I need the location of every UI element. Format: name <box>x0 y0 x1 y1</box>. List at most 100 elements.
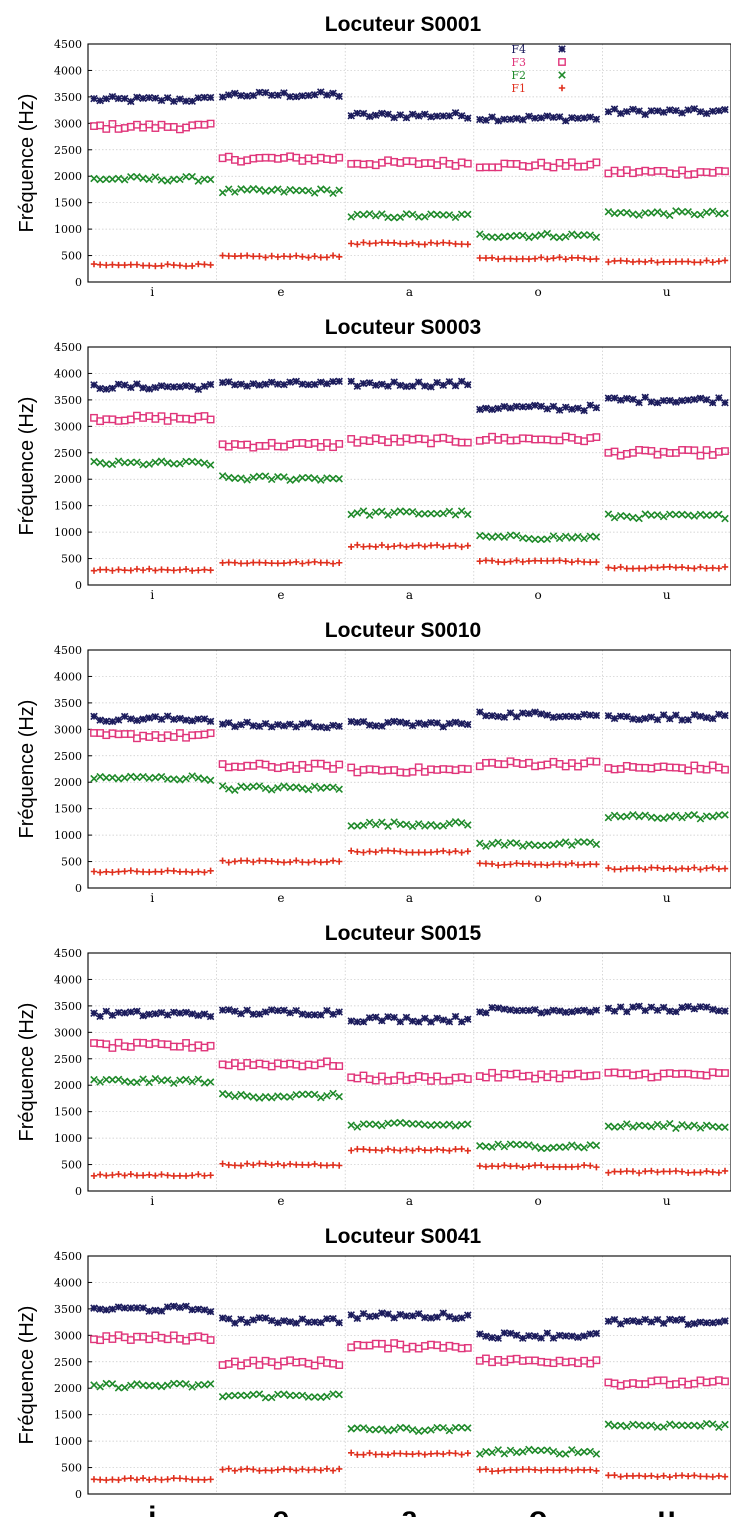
data-point <box>488 557 496 564</box>
x-tick-label: e <box>277 285 284 299</box>
data-point <box>365 112 374 121</box>
data-point <box>445 1312 454 1321</box>
data-point <box>231 1162 239 1169</box>
data-point <box>108 1305 117 1313</box>
data-point <box>433 1450 441 1457</box>
data-point <box>384 1310 392 1318</box>
data-point <box>206 1380 215 1388</box>
data-point <box>293 1161 300 1168</box>
y-tick-label: 0 <box>75 1185 82 1198</box>
data-point <box>188 772 196 780</box>
data-point <box>605 564 612 571</box>
data-point <box>188 262 196 270</box>
data-point <box>696 210 705 219</box>
data-point <box>237 1466 245 1473</box>
data-point <box>218 1392 227 1401</box>
data-point <box>678 1168 686 1175</box>
data-point <box>433 1423 441 1432</box>
data-point <box>518 842 527 850</box>
data-point <box>103 1172 110 1179</box>
data-point <box>452 1450 459 1457</box>
data-point <box>396 718 405 726</box>
data-point <box>555 406 564 414</box>
data-point <box>126 1042 135 1051</box>
data-point <box>476 230 484 238</box>
data-point <box>482 1466 490 1473</box>
data-point <box>512 114 521 123</box>
data-point <box>690 105 699 113</box>
data-point <box>463 1075 472 1083</box>
data-point <box>678 865 686 872</box>
data-point <box>537 861 545 868</box>
data-point <box>421 1451 429 1458</box>
data-point <box>457 210 466 219</box>
data-point <box>109 1476 116 1483</box>
data-point <box>280 188 288 196</box>
y-tick-label: 2000 <box>54 776 82 789</box>
data-point <box>255 722 264 731</box>
data-point <box>286 476 294 485</box>
panel-title: Locuteur S0041 <box>325 1225 482 1248</box>
x-tick-label: a <box>406 1194 413 1208</box>
data-point <box>629 513 637 522</box>
data-point <box>249 1356 258 1365</box>
data-point <box>452 1146 459 1153</box>
data-point <box>721 711 729 720</box>
data-point <box>586 1008 595 1016</box>
data-point <box>323 559 331 566</box>
data-point <box>182 382 190 390</box>
data-point <box>151 1074 160 1083</box>
legend-marker <box>558 71 566 79</box>
data-point <box>678 563 686 571</box>
data-point <box>666 396 674 405</box>
data-point <box>292 765 301 773</box>
data-point <box>458 1451 465 1458</box>
data-point <box>170 715 178 724</box>
data-point <box>458 543 465 551</box>
data-point <box>170 383 178 391</box>
y-tick-label: 4000 <box>54 64 82 77</box>
data-point <box>311 558 318 566</box>
data-point <box>715 811 723 819</box>
data-point <box>648 864 655 871</box>
data-point <box>329 560 337 567</box>
data-point <box>255 1361 264 1369</box>
data-point <box>292 475 301 484</box>
data-point <box>390 818 398 826</box>
data-point <box>256 559 263 566</box>
data-point <box>274 560 282 567</box>
data-point <box>427 718 435 727</box>
data-point <box>329 1089 337 1098</box>
data-point <box>457 377 466 386</box>
data-point <box>403 1450 410 1458</box>
data-point <box>427 1314 435 1322</box>
data-point <box>451 1122 460 1130</box>
data-point <box>268 1161 275 1169</box>
data-point <box>568 534 576 542</box>
data-point <box>550 1163 557 1171</box>
data-point <box>188 1306 196 1314</box>
data-point <box>225 252 232 260</box>
data-point <box>157 412 166 421</box>
data-point <box>243 1318 251 1327</box>
data-point <box>102 385 111 393</box>
data-point <box>145 93 153 102</box>
data-point <box>151 712 160 721</box>
data-point <box>224 1315 233 1323</box>
data-point <box>317 784 325 793</box>
data-point <box>525 402 533 411</box>
x-tick-label: o <box>534 891 541 905</box>
data-point <box>329 89 337 98</box>
data-point <box>691 565 698 572</box>
y-tick-label: 500 <box>61 250 82 263</box>
data-point <box>108 384 117 393</box>
data-point <box>274 1318 282 1327</box>
data-point <box>659 108 668 117</box>
y-tick-label: 2000 <box>54 1079 82 1092</box>
plot-frame <box>87 1255 731 1495</box>
data-point <box>299 560 306 567</box>
data-point <box>611 866 618 873</box>
data-point <box>311 1160 318 1168</box>
data-point <box>114 775 123 783</box>
data-point <box>96 261 104 268</box>
